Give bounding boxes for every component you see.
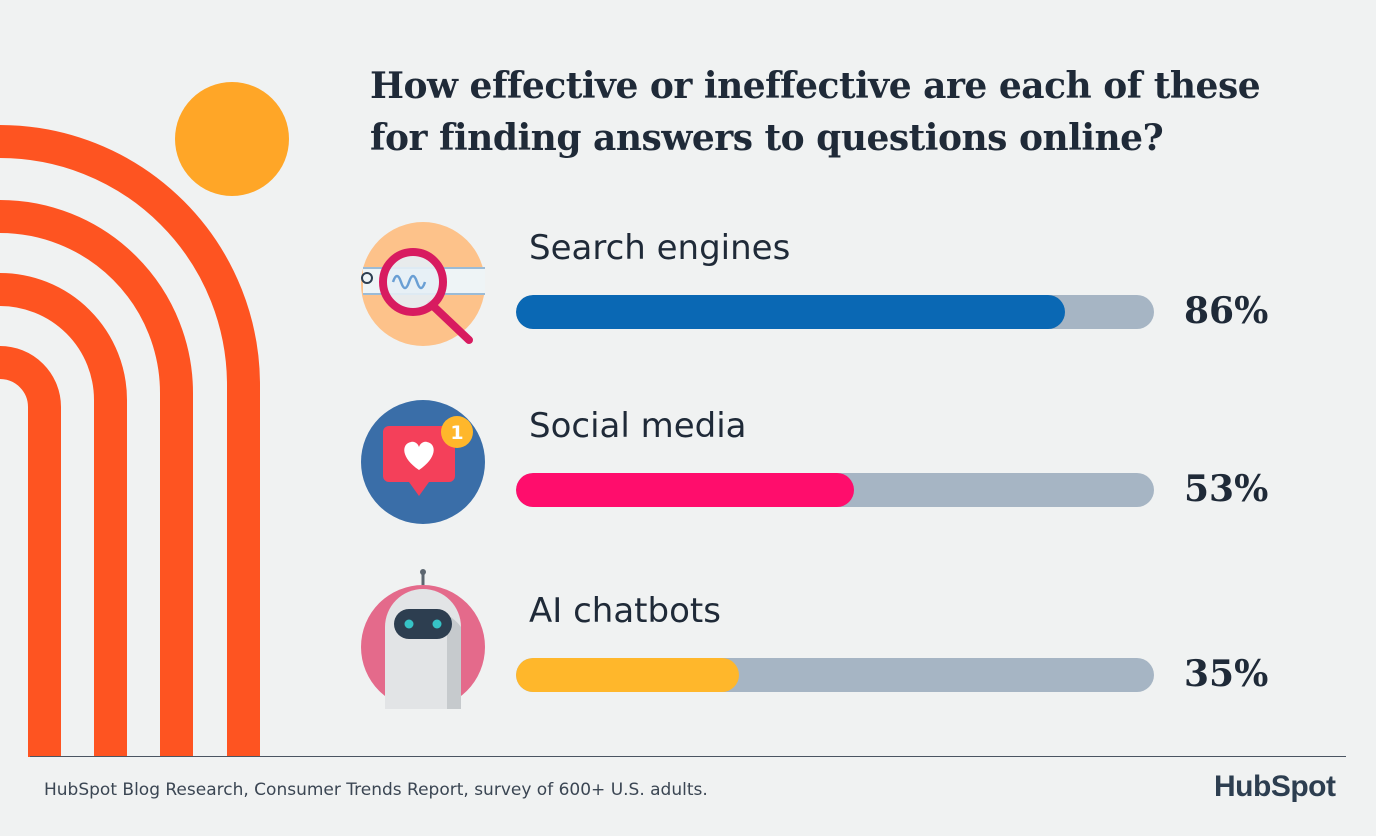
chart-title-line-1: How effective or ineffective are each of… xyxy=(370,65,1261,107)
hubspot-logo: HubSpot xyxy=(1214,770,1336,804)
bar-track xyxy=(516,473,1154,507)
chart-title-line-2: for finding answers to questions online? xyxy=(370,117,1164,159)
bar-label: AI chatbots xyxy=(529,591,721,631)
bar-track xyxy=(516,658,1154,692)
magnifying-glass-icon xyxy=(361,222,485,346)
robot-icon xyxy=(361,569,485,709)
bar-value-label: 35% xyxy=(1184,653,1269,695)
bar-value-label: 53% xyxy=(1184,468,1269,510)
bar-fill-ai-chatbots xyxy=(516,658,740,692)
bar-label: Search engines xyxy=(529,228,791,268)
notification-count: 1 xyxy=(450,422,463,444)
heart-notification-icon: 1 xyxy=(361,400,485,524)
bar-fill-social-media xyxy=(516,473,855,507)
logo-text: HubSpot xyxy=(1214,770,1336,803)
bar-row-search-engines: Search engines 86% xyxy=(0,222,1376,352)
chart-title: How effective or ineffective are each of… xyxy=(370,60,1270,164)
source-note: HubSpot Blog Research, Consumer Trends R… xyxy=(44,780,708,800)
sun-circle xyxy=(175,82,289,196)
bar-fill-search-engines xyxy=(516,295,1065,329)
bar-row-ai-chatbots: AI chatbots 35% xyxy=(0,569,1376,715)
footer-divider xyxy=(30,756,1346,757)
bar-row-social-media: 1 Social media 53% xyxy=(0,400,1376,530)
bar-value-label: 86% xyxy=(1184,290,1269,332)
bar-label: Social media xyxy=(529,406,747,446)
decorative-arches xyxy=(0,82,289,757)
bar-track xyxy=(516,295,1154,329)
